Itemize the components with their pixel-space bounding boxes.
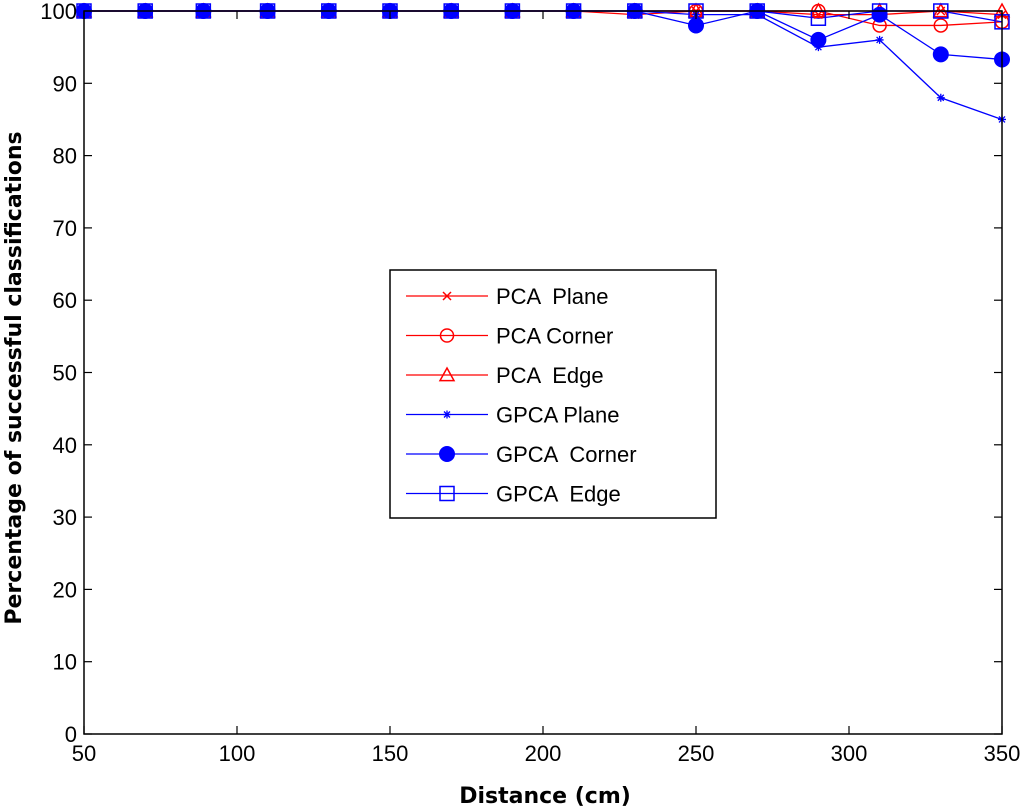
legend-marker-2 bbox=[438, 366, 456, 382]
legend-entry-3: GPCA Plane bbox=[406, 403, 620, 428]
x-tick-label-5: 300 bbox=[831, 741, 868, 766]
y-tick-label-3: 30 bbox=[53, 505, 77, 530]
y-tick-label-8: 80 bbox=[53, 144, 77, 169]
legend-entry-0: PCA Plane bbox=[406, 284, 609, 309]
data-point-s3-13 bbox=[875, 35, 884, 44]
legend-marker-4 bbox=[439, 446, 455, 462]
data-point-s1-14 bbox=[933, 18, 949, 33]
y-tick-label-0: 0 bbox=[65, 722, 77, 747]
x-tick-label-6: 350 bbox=[984, 741, 1021, 766]
series-line-3 bbox=[84, 10, 1003, 121]
legend-entry-5: GPCA Edge bbox=[406, 482, 621, 507]
legend-box bbox=[389, 269, 717, 519]
y-tick-label-6: 60 bbox=[53, 288, 77, 313]
legend-marker-3 bbox=[443, 410, 451, 419]
data-point-s4-12 bbox=[810, 31, 827, 48]
legend-marker-5 bbox=[439, 485, 455, 502]
y-tick-label-1: 10 bbox=[53, 650, 77, 675]
x-tick-label-2: 150 bbox=[372, 741, 409, 766]
legend-label-2: PCA Edge bbox=[496, 363, 604, 388]
x-tick-label-4: 250 bbox=[678, 741, 715, 766]
legend-label-1: PCA Corner bbox=[496, 324, 613, 349]
legend-entry-1: PCA Corner bbox=[406, 324, 613, 349]
data-point-s4-10 bbox=[688, 17, 704, 34]
x-tick-label-1: 100 bbox=[219, 741, 256, 766]
legend-label-5: GPCA Edge bbox=[496, 482, 621, 507]
legend-items: PCA Plane PCA Corner PCA Edge GPCA Plane GPC… bbox=[406, 284, 637, 507]
data-point-s4-14 bbox=[932, 46, 949, 63]
y-tick-label-7: 70 bbox=[53, 216, 77, 241]
legend-marker-0 bbox=[442, 291, 452, 301]
legend-label-4: GPCA Corner bbox=[496, 442, 637, 467]
axis-ticks: 50 100 150 200 250 300 350 0 10 20 30 40 50 60 70 80 90 1… bbox=[40, 0, 1020, 766]
x-tick-label-3: 200 bbox=[525, 741, 562, 766]
x-axis-title: Distance (cm) bbox=[459, 784, 631, 809]
y-tick-label-9: 90 bbox=[53, 71, 77, 96]
data-point-s3-14 bbox=[936, 93, 945, 102]
legend-label-0: PCA Plane bbox=[496, 284, 609, 309]
y-tick-label-10: 100 bbox=[40, 0, 77, 24]
data-point-s4-13 bbox=[871, 6, 888, 23]
legend: PCA Plane PCA Corner PCA Edge GPCA Plane GPC… bbox=[389, 269, 717, 519]
legend-marker-1 bbox=[439, 328, 455, 343]
legend-label-3: GPCA Plane bbox=[496, 403, 620, 428]
y-tick-label-4: 40 bbox=[53, 433, 77, 458]
legend-entry-2: PCA Edge bbox=[406, 363, 604, 388]
series-markers bbox=[75, 2, 1011, 124]
series-lines bbox=[84, 10, 1003, 121]
y-tick-label-5: 50 bbox=[53, 361, 77, 386]
legend-entry-4: GPCA Corner bbox=[406, 442, 637, 467]
y-axis-title: Percentage of successful classifications bbox=[2, 131, 27, 624]
y-tick-label-2: 20 bbox=[53, 577, 77, 602]
x-tick-label-0: 50 bbox=[72, 741, 96, 766]
